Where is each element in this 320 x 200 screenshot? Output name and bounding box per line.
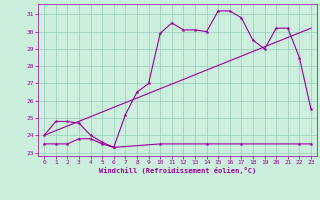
- X-axis label: Windchill (Refroidissement éolien,°C): Windchill (Refroidissement éolien,°C): [99, 167, 256, 174]
